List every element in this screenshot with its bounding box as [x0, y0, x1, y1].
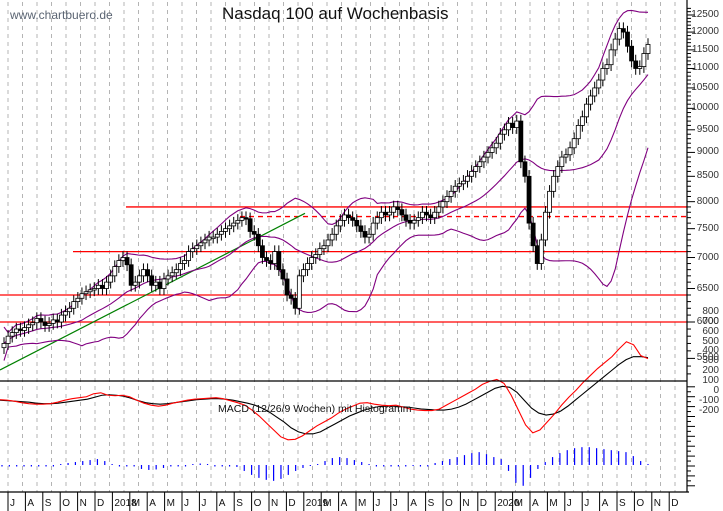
time-axis-label: 2019 — [305, 498, 329, 509]
macd-panel — [0, 341, 649, 486]
time-axis-label: 2018 — [114, 498, 137, 509]
time-axis-label: N — [79, 498, 87, 509]
macd-panel-label: MACD (12/26/9 Wochen) mit Histogramm — [218, 403, 412, 415]
macd-axis-label: 700 — [702, 315, 719, 327]
chart-frame — [0, 0, 695, 511]
time-axis-label: N — [462, 498, 470, 509]
time-axis-label: S — [619, 498, 626, 509]
time-axis-label: A — [532, 498, 539, 509]
price-axis-label: 8500 — [696, 170, 719, 182]
macd-axis-label: 600 — [702, 325, 719, 337]
price-axis-label: 5500 — [696, 352, 719, 364]
time-axis-label: A — [410, 498, 417, 509]
time-axis-label: S — [236, 498, 243, 509]
macd-axis-label: -100 — [698, 394, 719, 406]
price-axis-label: 9000 — [696, 146, 719, 158]
chart-title: Nasdaq 100 auf Wochenbasis — [222, 4, 449, 23]
macd-axis-label: 800 — [702, 305, 719, 317]
macd-axis-label: 500 — [702, 335, 719, 347]
price-axis-label: 6000 — [696, 316, 719, 327]
time-axis-label: M — [514, 498, 523, 509]
time-axis-label: O — [62, 498, 70, 509]
price-axis-label: 6500 — [696, 282, 719, 294]
time-axis-label: J — [375, 498, 381, 509]
time-axis-label: J — [566, 498, 572, 509]
price-axis-label: 12000 — [691, 26, 719, 38]
time-axis-label: M — [549, 498, 558, 509]
price-axis-label: 10500 — [691, 81, 719, 93]
time-axis-label: D — [288, 498, 296, 509]
time-axis-label: A — [340, 498, 348, 509]
macd-axis-label: 0 — [713, 385, 719, 396]
time-axis-label: J — [584, 498, 590, 509]
macd-axis-label: -200 — [698, 404, 719, 416]
time-axis-label: J — [184, 498, 189, 509]
time-axis-label: O — [253, 498, 262, 509]
price-axis-label: 10000 — [691, 102, 719, 114]
price-axis-label: 8000 — [696, 195, 719, 207]
time-axis-label: 2020 — [497, 498, 520, 509]
time-axis-label: D — [479, 498, 488, 509]
price-axis-label: 11500 — [691, 43, 719, 55]
price-axis-label: 12500 — [691, 9, 719, 20]
time-axis-label: M — [131, 498, 141, 509]
time-axis-label: A — [27, 498, 35, 509]
time-axis-label: O — [636, 498, 645, 509]
time-axis-label: D — [671, 498, 679, 509]
macd-axis-label: 400 — [702, 345, 719, 357]
watermark: www.chartbuero.de — [10, 8, 113, 22]
time-axis-label: A — [601, 498, 609, 509]
time-axis-label: O — [445, 498, 453, 509]
time-axis-label: S — [44, 498, 52, 509]
time-axis-label: N — [653, 498, 662, 509]
price-axis-label: 7500 — [696, 222, 719, 234]
time-axis-label: J — [201, 498, 207, 509]
price-axis-label: 11000 — [691, 62, 719, 74]
time-axis-label: S — [427, 498, 435, 509]
time-axis-label: M — [166, 498, 175, 509]
time-axis-label: D — [97, 498, 105, 509]
vertical-gridlines — [7, 2, 676, 492]
macd-axis-label: 100 — [702, 375, 719, 387]
horizontal-support-lines — [0, 206, 687, 323]
time-axis-label: A — [218, 498, 226, 509]
price-axis-label: 7000 — [696, 251, 719, 263]
time-axis-label: J — [392, 498, 398, 509]
price-axis-label: 9500 — [696, 123, 719, 135]
time-axis-label: N — [271, 498, 279, 509]
macd-axis-label: 300 — [702, 355, 719, 367]
time-axis-label: A — [149, 498, 156, 509]
candlestick-series — [1, 22, 651, 354]
time-axis-label: M — [323, 498, 332, 509]
macd-axis-label: 200 — [702, 365, 719, 377]
time-axis-label: M — [358, 498, 367, 509]
time-axis-label: J — [10, 498, 15, 509]
